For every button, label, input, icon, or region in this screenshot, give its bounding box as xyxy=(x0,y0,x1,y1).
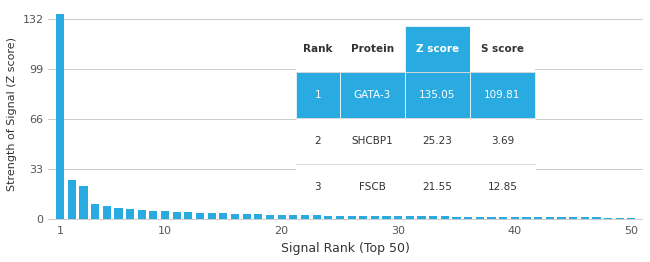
Text: 109.81: 109.81 xyxy=(484,90,521,100)
Bar xyxy=(336,216,344,219)
Bar xyxy=(196,213,204,219)
Bar xyxy=(417,216,426,219)
Bar xyxy=(470,26,535,72)
Bar xyxy=(324,216,332,219)
Bar xyxy=(488,217,495,219)
Bar xyxy=(569,217,577,219)
Bar xyxy=(557,217,566,219)
Bar xyxy=(114,208,122,219)
Bar xyxy=(289,215,298,219)
Bar xyxy=(616,218,624,219)
Text: 12.85: 12.85 xyxy=(488,182,517,192)
Text: Z score: Z score xyxy=(416,44,459,54)
Bar xyxy=(394,216,402,219)
Bar xyxy=(340,118,405,164)
Bar xyxy=(313,215,320,219)
Bar xyxy=(452,217,461,219)
Bar xyxy=(470,164,535,210)
Bar xyxy=(546,217,554,219)
Bar xyxy=(359,216,367,219)
Text: 21.55: 21.55 xyxy=(422,182,452,192)
Bar xyxy=(348,216,356,219)
Bar xyxy=(464,217,473,219)
Bar xyxy=(429,216,437,219)
Bar xyxy=(511,217,519,219)
Text: Rank: Rank xyxy=(303,44,333,54)
Bar xyxy=(185,212,192,219)
Bar xyxy=(219,213,227,219)
Bar xyxy=(207,213,216,219)
Bar xyxy=(103,206,111,219)
Bar xyxy=(278,215,286,219)
Text: 2: 2 xyxy=(315,136,321,146)
Text: 3: 3 xyxy=(315,182,321,192)
Bar xyxy=(173,212,181,219)
Bar xyxy=(91,204,99,219)
Bar xyxy=(150,211,157,219)
Text: GATA-3: GATA-3 xyxy=(354,90,391,100)
Bar xyxy=(523,217,530,219)
Bar xyxy=(476,217,484,219)
Bar xyxy=(534,217,542,219)
Bar xyxy=(138,210,146,219)
Text: 135.05: 135.05 xyxy=(419,90,456,100)
Bar xyxy=(405,118,470,164)
Bar xyxy=(296,164,340,210)
Bar xyxy=(340,72,405,118)
Bar xyxy=(340,164,405,210)
Text: 1: 1 xyxy=(315,90,321,100)
Bar xyxy=(580,217,589,219)
Bar xyxy=(231,214,239,219)
Bar xyxy=(382,216,391,219)
Bar xyxy=(627,218,636,219)
X-axis label: Signal Rank (Top 50): Signal Rank (Top 50) xyxy=(281,242,410,255)
Bar xyxy=(254,214,263,219)
Bar xyxy=(441,216,449,219)
Text: Protein: Protein xyxy=(351,44,394,54)
Bar xyxy=(296,72,340,118)
Bar xyxy=(340,26,405,72)
Bar xyxy=(266,215,274,219)
Bar xyxy=(405,164,470,210)
Bar xyxy=(470,118,535,164)
Bar xyxy=(126,209,134,219)
Y-axis label: Strength of Signal (Z score): Strength of Signal (Z score) xyxy=(7,37,17,191)
Text: SHCBP1: SHCBP1 xyxy=(352,136,393,146)
Bar xyxy=(242,214,251,219)
Bar xyxy=(604,217,612,219)
Text: S score: S score xyxy=(481,44,524,54)
Bar xyxy=(301,215,309,219)
Bar xyxy=(405,26,470,72)
Text: 25.23: 25.23 xyxy=(422,136,452,146)
Bar xyxy=(405,72,470,118)
Bar xyxy=(406,216,414,219)
Bar xyxy=(56,14,64,219)
Bar xyxy=(79,186,88,219)
Text: FSCB: FSCB xyxy=(359,182,386,192)
Bar xyxy=(371,216,379,219)
Bar xyxy=(296,118,340,164)
Bar xyxy=(499,217,507,219)
Bar xyxy=(470,72,535,118)
Bar xyxy=(68,181,76,219)
Bar xyxy=(161,211,169,219)
Bar xyxy=(592,217,601,219)
Text: 3.69: 3.69 xyxy=(491,136,514,146)
Bar xyxy=(296,26,340,72)
